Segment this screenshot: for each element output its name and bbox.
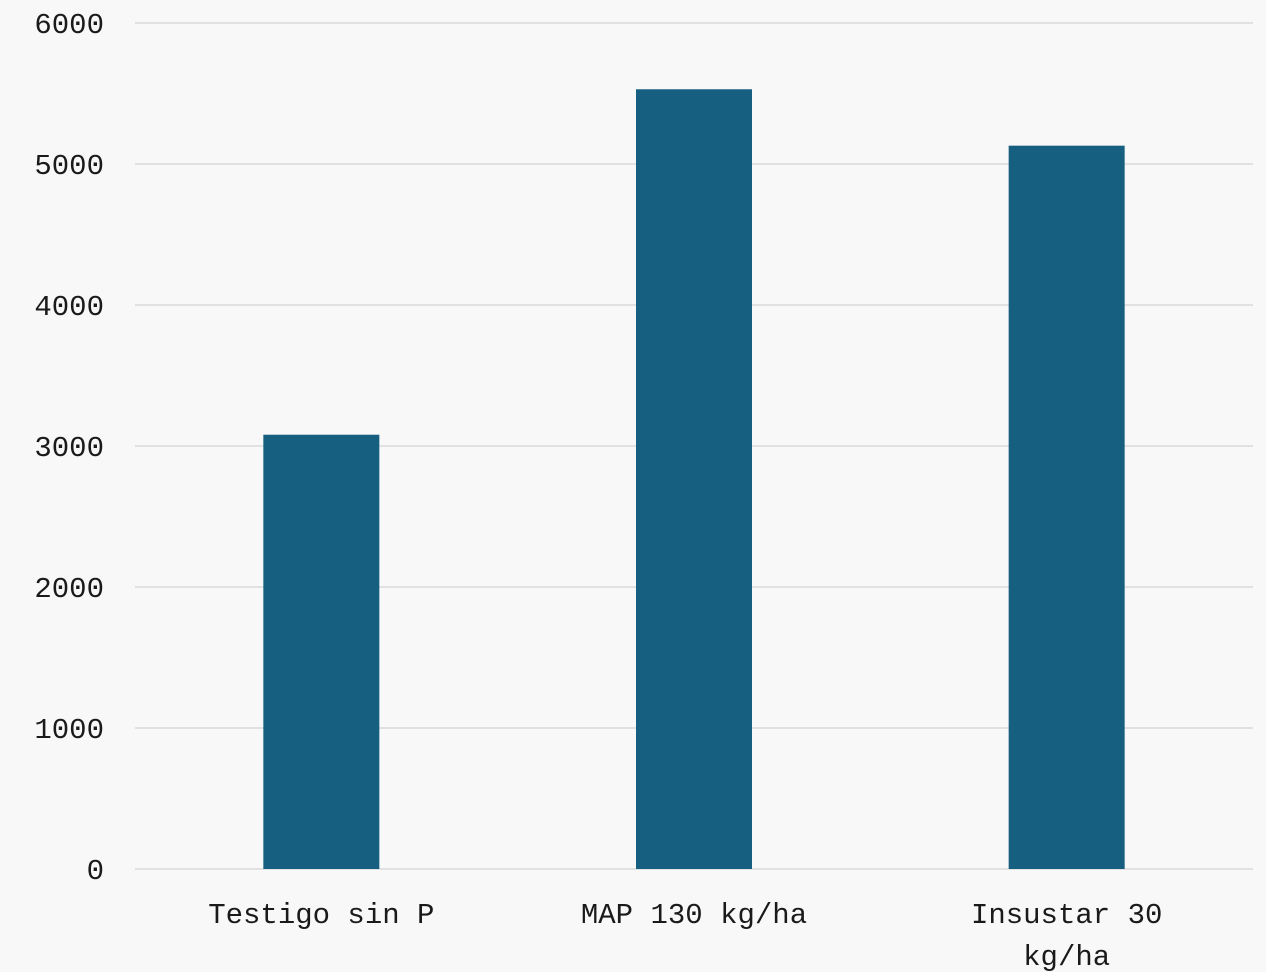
y-tick-label: 5000 (34, 150, 104, 183)
bar-0 (263, 434, 380, 869)
x-category-label: Insustar 30 (971, 899, 1162, 932)
y-tick-label: 0 (87, 855, 104, 888)
y-tick-label: 2000 (34, 573, 104, 606)
y-tick-label: 1000 (34, 714, 104, 747)
x-axis-category-labels: Testigo sin P MAP 130 kg/ha Insustar 30 kg/… (208, 899, 1162, 972)
x-category-label: Testigo sin P (208, 899, 434, 932)
bar-2 (1008, 145, 1125, 870)
x-category-label: kg/ha (1023, 941, 1110, 972)
y-tick-label: 3000 (34, 432, 104, 465)
y-tick-label: 4000 (34, 291, 104, 324)
bars (263, 89, 1125, 870)
y-tick-label: 6000 (34, 9, 104, 42)
y-axis-tick-labels: 0 1000 2000 3000 4000 5000 6000 (34, 9, 104, 888)
bar-1 (636, 89, 752, 869)
x-category-label: MAP 130 kg/ha (581, 899, 807, 932)
